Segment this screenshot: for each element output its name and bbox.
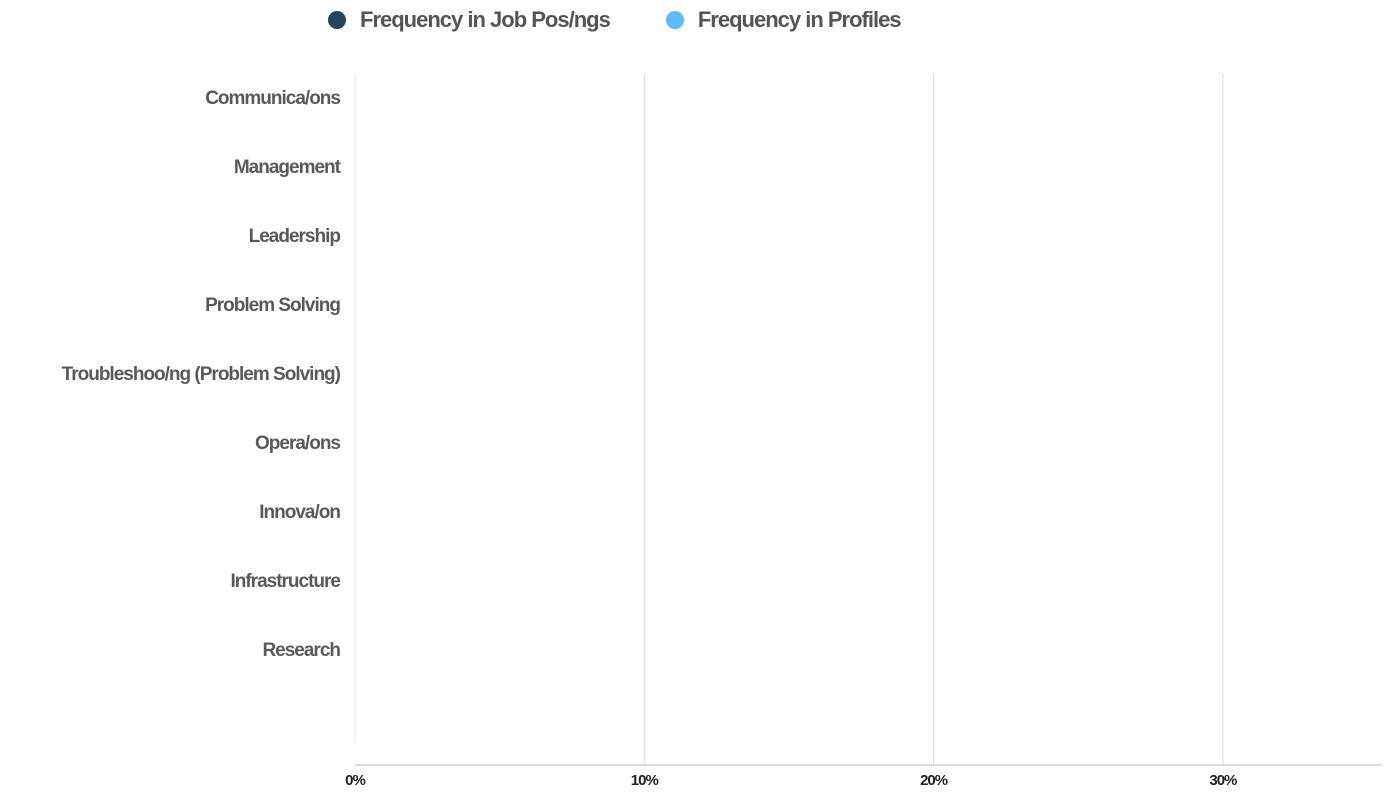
- tick-labels: 0% 10% 20% 30%: [345, 772, 1238, 789]
- legend-swatch-profiles: [665, 11, 684, 29]
- category-label-7: Infrastructure: [230, 571, 340, 592]
- legend-swatch-job-postings: [328, 11, 346, 29]
- x-tick-label-0: 0%: [345, 772, 365, 789]
- legend-item-job-postings: Frequency in Job Pos/ngs: [328, 7, 611, 33]
- category-label-4: Troubleshoo/ng (Problem Solving): [62, 364, 341, 385]
- category-label-6: Innova/on: [259, 502, 340, 523]
- category-labels: Communica/ons Management Leadership Problem…: [62, 88, 343, 661]
- category-label-3: Problem Solving: [205, 295, 340, 316]
- legend-label-profiles: Frequency in Profiles: [697, 7, 902, 32]
- x-tick-label-3: 30%: [1209, 772, 1237, 789]
- category-label-1: Management: [234, 157, 342, 178]
- category-label-2: Leadership: [249, 226, 341, 247]
- x-tick-label-1: 10%: [631, 772, 659, 789]
- legend-label-job-postings: Frequency in Job Pos/ngs: [360, 7, 611, 32]
- category-label-0: Communica/ons: [205, 88, 340, 109]
- x-tick-label-2: 20%: [920, 772, 948, 789]
- gridlines: [643, 74, 1224, 765]
- chart-legend: Frequency in Job Pos/ngs Frequency in Pr…: [328, 6, 957, 34]
- legend-item-profiles: Frequency in Profiles: [665, 7, 902, 33]
- category-label-8: Research: [262, 640, 340, 661]
- category-label-5: Opera/ons: [255, 433, 340, 454]
- axes: [354, 74, 1382, 766]
